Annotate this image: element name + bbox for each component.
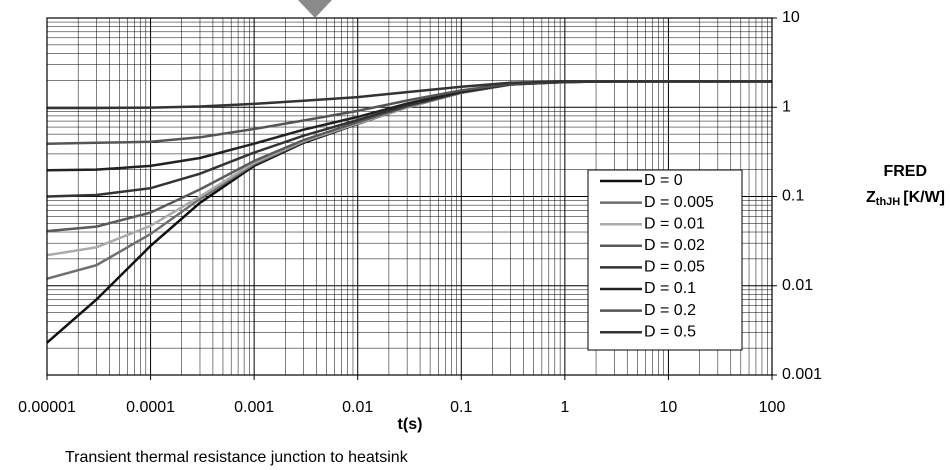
cursor-arrow <box>298 0 332 18</box>
y-tick-label: 1 <box>782 98 791 115</box>
y-axis-label-line1: FRED <box>883 163 927 180</box>
y-tick-label: 0.01 <box>782 277 813 294</box>
ticks: 0.00001 0.0001 0.001 0.01 0.1 1 10 100 10 1 0.1 0.0… <box>18 9 822 416</box>
x-axis-label: t(s) <box>398 416 423 433</box>
x-tick-label: 1 <box>560 399 569 416</box>
y-axis-label-line2: ZthJH [K/W] <box>866 189 945 208</box>
legend-label: D = 0.5 <box>644 323 696 340</box>
x-tick-label: 0.1 <box>450 399 472 416</box>
series-line <box>47 80 772 110</box>
y-label-sub: thJH <box>876 196 901 208</box>
x-tick-label: 0.0001 <box>126 399 175 416</box>
x-tick-label: 0.01 <box>342 399 373 416</box>
x-tick-label: 10 <box>660 399 678 416</box>
lines <box>46 80 772 344</box>
y-label-unit: [K/W] <box>903 189 945 206</box>
y-tick-label: 10 <box>782 9 800 26</box>
legend-label: D = 0 <box>644 172 683 189</box>
series-line <box>46 80 772 172</box>
x-tick-label: 0.00001 <box>18 399 76 416</box>
y-tick-label: 0.1 <box>782 188 804 205</box>
legend-label: D = 0.2 <box>644 302 696 319</box>
caption: Transient thermal resistance junction to… <box>65 449 409 466</box>
legend-label: D = 0.02 <box>644 237 705 254</box>
x-tick-label: 0.001 <box>234 399 274 416</box>
legend-box <box>587 169 743 351</box>
legend-label: D = 0.01 <box>644 215 705 232</box>
legend: D = 0 D = 0.005 D = 0.01 D = 0.02 D = 0.05 D … <box>587 169 743 351</box>
legend-label: D = 0.05 <box>644 259 705 276</box>
y-label-main: Z <box>866 189 876 206</box>
legend-label: D = 0.1 <box>644 280 696 297</box>
x-tick-label: 100 <box>759 399 786 416</box>
y-tick-label: 0.001 <box>782 366 822 383</box>
legend-label: D = 0.005 <box>644 194 714 211</box>
